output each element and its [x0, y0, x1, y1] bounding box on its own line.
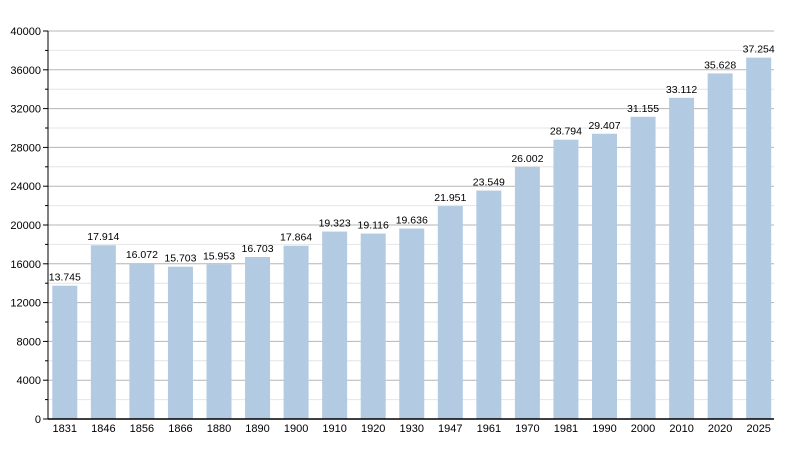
bar-1947 [437, 206, 463, 419]
y-tick-label: 12000 [10, 298, 41, 310]
bar-value-label: 13.745 [49, 272, 81, 284]
bar-2020 [707, 73, 733, 420]
bar-value-label: 37.254 [743, 44, 775, 56]
bar-value-label: 35.628 [704, 59, 736, 71]
x-tick-label: 1920 [361, 423, 385, 435]
bar-1900 [283, 245, 309, 419]
bar-value-label: 26.002 [511, 153, 543, 165]
bar-value-label: 21.951 [434, 192, 466, 204]
bar-1970 [514, 166, 540, 419]
x-tick-label: 1910 [322, 423, 346, 435]
x-tick-label: 1947 [438, 423, 462, 435]
x-tick-label: 1961 [477, 423, 501, 435]
bar-2025 [746, 57, 772, 419]
bar-1890 [245, 256, 271, 419]
bar-value-label: 19.636 [396, 215, 428, 227]
bar-value-label: 19.323 [319, 218, 351, 230]
x-tick-label: 1856 [130, 423, 154, 435]
bar-1866 [167, 266, 193, 419]
bar-1981 [553, 139, 579, 420]
y-tick-label: 8000 [17, 336, 41, 348]
y-tick-label: 28000 [10, 142, 41, 154]
y-tick-label: 32000 [10, 104, 41, 116]
bar-value-label: 33.112 [666, 84, 697, 96]
bar-value-label: 17.864 [280, 232, 312, 244]
bar-2010 [669, 97, 695, 419]
x-tick-label: 1890 [245, 423, 269, 435]
bar-value-label: 15.953 [203, 250, 235, 262]
y-tick-label: 4000 [17, 375, 41, 387]
bar-value-label: 16.072 [126, 249, 158, 261]
bar-1930 [399, 228, 425, 419]
bar-1920 [360, 233, 386, 419]
x-tick-label: 1846 [91, 423, 115, 435]
x-tick-label: 1900 [284, 423, 308, 435]
bar-2000 [630, 116, 656, 419]
bar-value-label: 16.703 [241, 243, 273, 255]
bar-value-label: 31.155 [627, 103, 659, 115]
bar-value-label: 15.703 [164, 253, 196, 265]
x-tick-label: 1970 [515, 423, 539, 435]
bar-1990 [592, 133, 617, 419]
y-tick-label: 40000 [10, 26, 41, 38]
x-tick-label: 2025 [746, 423, 770, 435]
y-tick-label: 24000 [10, 181, 41, 193]
x-tick-label: 2010 [669, 423, 693, 435]
bar-1831 [52, 285, 78, 419]
bar-1846 [90, 245, 116, 419]
y-tick-label: 0 [35, 414, 41, 426]
bar-1910 [322, 231, 348, 419]
bar-value-label: 17.914 [87, 231, 119, 243]
x-tick-label: 1990 [592, 423, 616, 435]
bar-1961 [476, 190, 502, 419]
x-tick-label: 1866 [168, 423, 192, 435]
bar-1856 [129, 263, 155, 419]
bar-1880 [206, 264, 232, 419]
y-tick-label: 20000 [10, 220, 41, 232]
y-tick-label: 36000 [10, 65, 41, 77]
bar-value-label: 29.407 [588, 120, 620, 132]
x-tick-label: 1880 [207, 423, 231, 435]
x-tick-label: 2000 [631, 423, 655, 435]
bar-value-label: 28.794 [550, 126, 582, 138]
bar-value-label: 23.549 [473, 177, 505, 189]
x-tick-label: 1930 [400, 423, 424, 435]
bar-value-label: 19.116 [358, 220, 389, 232]
x-tick-label: 1981 [554, 423, 578, 435]
x-tick-label: 1831 [53, 423, 77, 435]
x-tick-label: 2020 [708, 423, 732, 435]
y-tick-label: 16000 [10, 259, 41, 271]
